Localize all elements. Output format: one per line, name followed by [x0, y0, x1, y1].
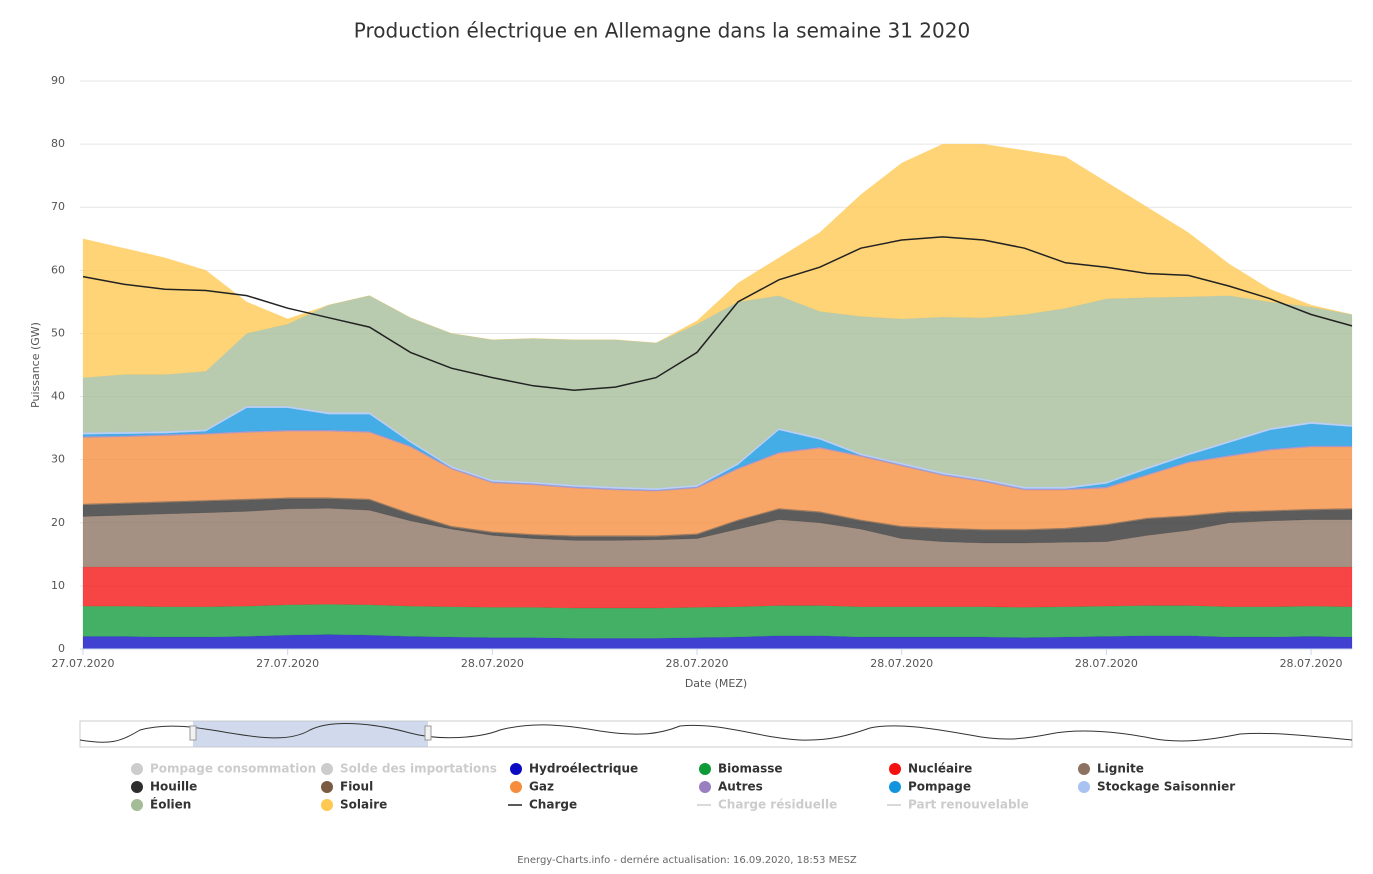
y-tick-label: 30 — [51, 453, 65, 466]
legend-item[interactable]: Solde des importations — [321, 762, 497, 776]
legend-marker — [321, 763, 333, 775]
legend-item[interactable]: Charge — [508, 798, 577, 812]
legend-label: Houille — [150, 780, 197, 794]
x-tick-label: 28.07.2020 — [1280, 657, 1343, 670]
legend-item[interactable]: Éolien — [131, 797, 191, 812]
y-tick-label: 40 — [51, 390, 65, 403]
legend-label: Fioul — [340, 780, 373, 794]
legend-item[interactable]: Charge résiduelle — [697, 798, 837, 812]
legend-marker — [131, 781, 143, 793]
y-tick-label: 70 — [51, 200, 65, 213]
legend-item[interactable]: Gaz — [510, 780, 554, 794]
legend-item[interactable]: Pompage consommation — [131, 762, 316, 776]
chart-title: Production électrique en Allemagne dans … — [354, 19, 970, 43]
legend-marker — [699, 763, 711, 775]
x-tick-label: 28.07.2020 — [666, 657, 729, 670]
legend-item[interactable]: Biomasse — [699, 762, 783, 776]
legend-marker — [1078, 763, 1090, 775]
y-tick-label: 0 — [58, 642, 65, 655]
legend-label: Nucléaire — [908, 762, 972, 776]
y-axis-label: Puissance (GW) — [29, 322, 42, 408]
legend-marker — [889, 781, 901, 793]
x-tick-label: 28.07.2020 — [870, 657, 933, 670]
legend-label: Solaire — [340, 798, 387, 812]
x-axis-label: Date (MEZ) — [685, 677, 747, 690]
area — [82, 566, 1353, 609]
legend-item[interactable]: Stockage Saisonnier — [1078, 780, 1235, 794]
legend-item[interactable]: Lignite — [1078, 762, 1144, 776]
areas — [82, 143, 1353, 650]
navigator-line — [79, 723, 1353, 743]
area — [82, 497, 1353, 537]
x-tick-label: 27.07.2020 — [256, 657, 319, 670]
legend-item[interactable]: Nucléaire — [889, 762, 972, 776]
legend-item[interactable]: Hydroélectrique — [510, 762, 638, 776]
legend-item[interactable]: Pompage — [889, 780, 971, 794]
legend-marker — [131, 763, 143, 775]
legend: Pompage consommation Solde des importatio… — [131, 762, 1235, 812]
legend-label: Pompage consommation — [150, 762, 316, 776]
area — [82, 603, 1353, 639]
y-tick-label: 10 — [51, 579, 65, 592]
legend-label: Solde des importations — [340, 762, 497, 776]
legend-marker — [699, 781, 711, 793]
x-tick-label: 28.07.2020 — [461, 657, 524, 670]
legend-label: Charge résiduelle — [718, 798, 837, 812]
legend-marker — [131, 799, 143, 811]
y-tick-label: 60 — [51, 263, 65, 276]
legend-item[interactable]: Part renouvelable — [887, 798, 1029, 812]
x-tick-label: 27.07.2020 — [52, 657, 115, 670]
legend-item[interactable]: Solaire — [321, 798, 387, 812]
y-tick-label: 80 — [51, 137, 65, 150]
navigator-handle[interactable] — [424, 725, 432, 741]
legend-marker — [510, 781, 522, 793]
legend-item[interactable]: Houille — [131, 780, 197, 794]
legend-marker — [321, 781, 333, 793]
footer: Energy-Charts.info - dernére actualisati… — [517, 854, 857, 866]
y-tick-label: 90 — [51, 74, 65, 87]
legend-label: Stockage Saisonnier — [1097, 780, 1235, 794]
legend-marker — [1078, 781, 1090, 793]
legend-label: Hydroélectrique — [529, 762, 638, 776]
line — [82, 236, 1353, 391]
navigator-handle[interactable] — [189, 725, 197, 741]
legend-marker — [889, 763, 901, 775]
area — [82, 143, 1353, 378]
legend-label: Lignite — [1097, 762, 1144, 776]
legend-marker — [510, 763, 522, 775]
legend-label: Charge — [529, 798, 577, 812]
x-tick-label: 28.07.2020 — [1075, 657, 1138, 670]
legend-label: Éolien — [150, 797, 191, 812]
legend-label: Biomasse — [718, 762, 783, 776]
y-tick-label: 20 — [51, 516, 65, 529]
legend-label: Autres — [718, 780, 763, 794]
navigator-selection[interactable] — [193, 721, 428, 747]
legend-label: Gaz — [529, 780, 554, 794]
y-tick-label: 50 — [51, 326, 65, 339]
legend-label: Pompage — [908, 780, 971, 794]
legend-label: Part renouvelable — [908, 798, 1029, 812]
legend-item[interactable]: Autres — [699, 780, 763, 794]
legend-marker — [321, 799, 333, 811]
legend-item[interactable]: Fioul — [321, 780, 373, 794]
navigator[interactable] — [79, 720, 1353, 748]
area — [82, 295, 1353, 489]
